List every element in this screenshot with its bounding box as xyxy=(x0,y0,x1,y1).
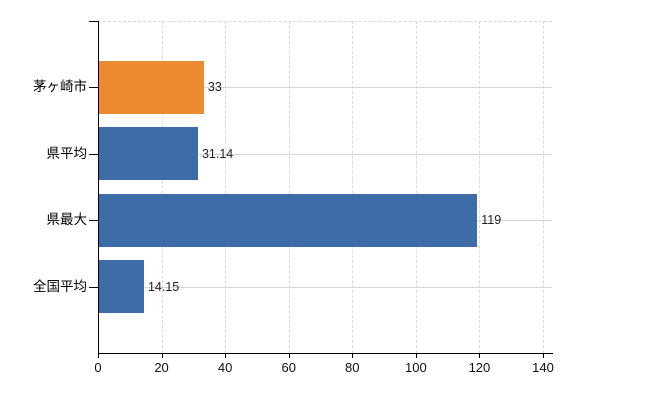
x-tick-label: 120 xyxy=(468,360,491,375)
vertical-gridline xyxy=(415,21,417,353)
horizontal-gridline xyxy=(98,87,552,89)
bar xyxy=(99,193,478,247)
horizontal-gridline xyxy=(98,286,552,288)
vertical-gridline xyxy=(161,21,163,353)
bar xyxy=(99,260,144,314)
vertical-gridline xyxy=(225,21,227,353)
vertical-gridline xyxy=(288,21,290,353)
plot-top-border xyxy=(98,21,552,22)
vertical-gridline xyxy=(479,21,481,353)
value-label: 14.15 xyxy=(147,279,180,294)
y-axis xyxy=(98,21,99,353)
x-axis-tick xyxy=(288,353,290,358)
x-axis-tick xyxy=(225,353,227,358)
category-label: 茅ヶ崎市 xyxy=(33,79,87,95)
x-tick-label: 60 xyxy=(281,360,296,375)
value-label: 31.14 xyxy=(201,146,234,161)
x-tick-label: 140 xyxy=(532,360,554,375)
x-axis-tick xyxy=(161,353,163,358)
value-label: 33 xyxy=(207,80,222,95)
x-tick-label: 80 xyxy=(345,360,360,375)
bar xyxy=(99,60,204,114)
x-axis xyxy=(98,353,553,354)
x-axis-tick xyxy=(543,353,544,358)
x-axis-tick xyxy=(479,353,481,358)
y-axis-tick xyxy=(89,286,98,288)
horizontal-gridline xyxy=(98,153,552,155)
category-label: 県平均 xyxy=(46,145,88,161)
x-axis-tick xyxy=(415,353,417,358)
vertical-gridline xyxy=(543,21,544,353)
x-tick-label: 0 xyxy=(94,360,102,375)
category-label: 県最大 xyxy=(46,212,88,228)
x-axis-tick xyxy=(352,353,354,358)
y-axis-tick xyxy=(89,153,98,155)
y-axis-tick xyxy=(89,87,98,89)
x-axis-tick xyxy=(98,353,99,358)
y-axis-tick xyxy=(89,220,98,222)
y-axis-top-tick xyxy=(89,21,98,22)
bar xyxy=(99,127,198,181)
x-tick-label: 100 xyxy=(404,360,427,375)
x-tick-label: 40 xyxy=(217,360,233,375)
vertical-gridline xyxy=(352,21,354,353)
x-tick-label: 20 xyxy=(154,360,169,375)
value-label: 119 xyxy=(481,213,502,228)
category-label: 全国平均 xyxy=(33,278,87,294)
